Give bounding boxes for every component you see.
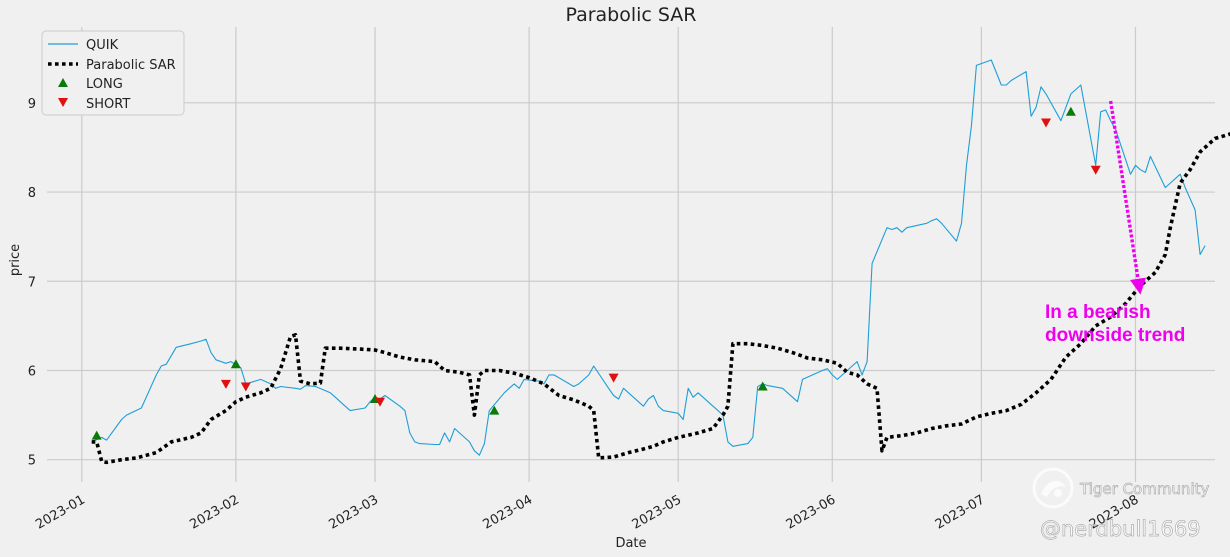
watermark-handle: @nerdbull1669 [1040, 517, 1201, 541]
marker-layer [91, 106, 1101, 440]
parabolic-sar-line [91, 131, 1230, 465]
short-signal-marker [375, 397, 386, 407]
quik-price-line [91, 59, 1206, 456]
legend-box [41, 30, 185, 116]
short-signal-marker [608, 373, 619, 383]
legend-quik-label: QUIK [86, 38, 119, 53]
long-signal-marker [1065, 106, 1076, 116]
y-tick-label: 7 [28, 275, 36, 290]
y-tick-label: 9 [28, 97, 36, 112]
short-signal-marker [240, 382, 251, 392]
series-layer [91, 59, 1230, 465]
annotation-text-line-2: downside trend [1045, 325, 1185, 346]
legend-sar-label: Parabolic SAR [86, 58, 176, 73]
legend-short-marker [58, 98, 68, 107]
x-axis-label: Date [615, 536, 646, 551]
bearish-annotation: In a bearish downside trend [1045, 100, 1185, 346]
watermark-brand: Tiger Community [1079, 480, 1209, 498]
chart-title: Parabolic SAR [565, 4, 696, 26]
y-axis-ticks: 5 6 7 8 9 [28, 97, 36, 469]
long-signal-marker [230, 359, 241, 369]
legend-short-label: SHORT [86, 97, 130, 112]
legend: QUIK Parabolic SAR LONG SHORT [41, 30, 185, 116]
long-signal-marker [91, 430, 102, 440]
y-tick-label: 8 [28, 186, 36, 201]
y-axis-label: price [8, 244, 23, 276]
legend-long-marker [58, 78, 68, 87]
tiger-logo-icon [1032, 467, 1074, 509]
long-signal-marker [757, 381, 768, 391]
short-signal-marker [1041, 118, 1052, 128]
y-tick-label: 5 [28, 454, 36, 469]
long-signal-marker [489, 405, 500, 415]
watermark: Tiger Community @nerdbull1669 [1032, 467, 1210, 541]
short-signal-marker [220, 379, 231, 389]
annotation-text-line-1: In a bearish [1045, 302, 1151, 323]
annotation-arrow-head [1130, 277, 1146, 295]
y-tick-label: 6 [28, 364, 36, 379]
grid-lines [47, 27, 1215, 482]
legend-long-label: LONG [86, 77, 123, 92]
short-signal-marker [1090, 165, 1101, 175]
